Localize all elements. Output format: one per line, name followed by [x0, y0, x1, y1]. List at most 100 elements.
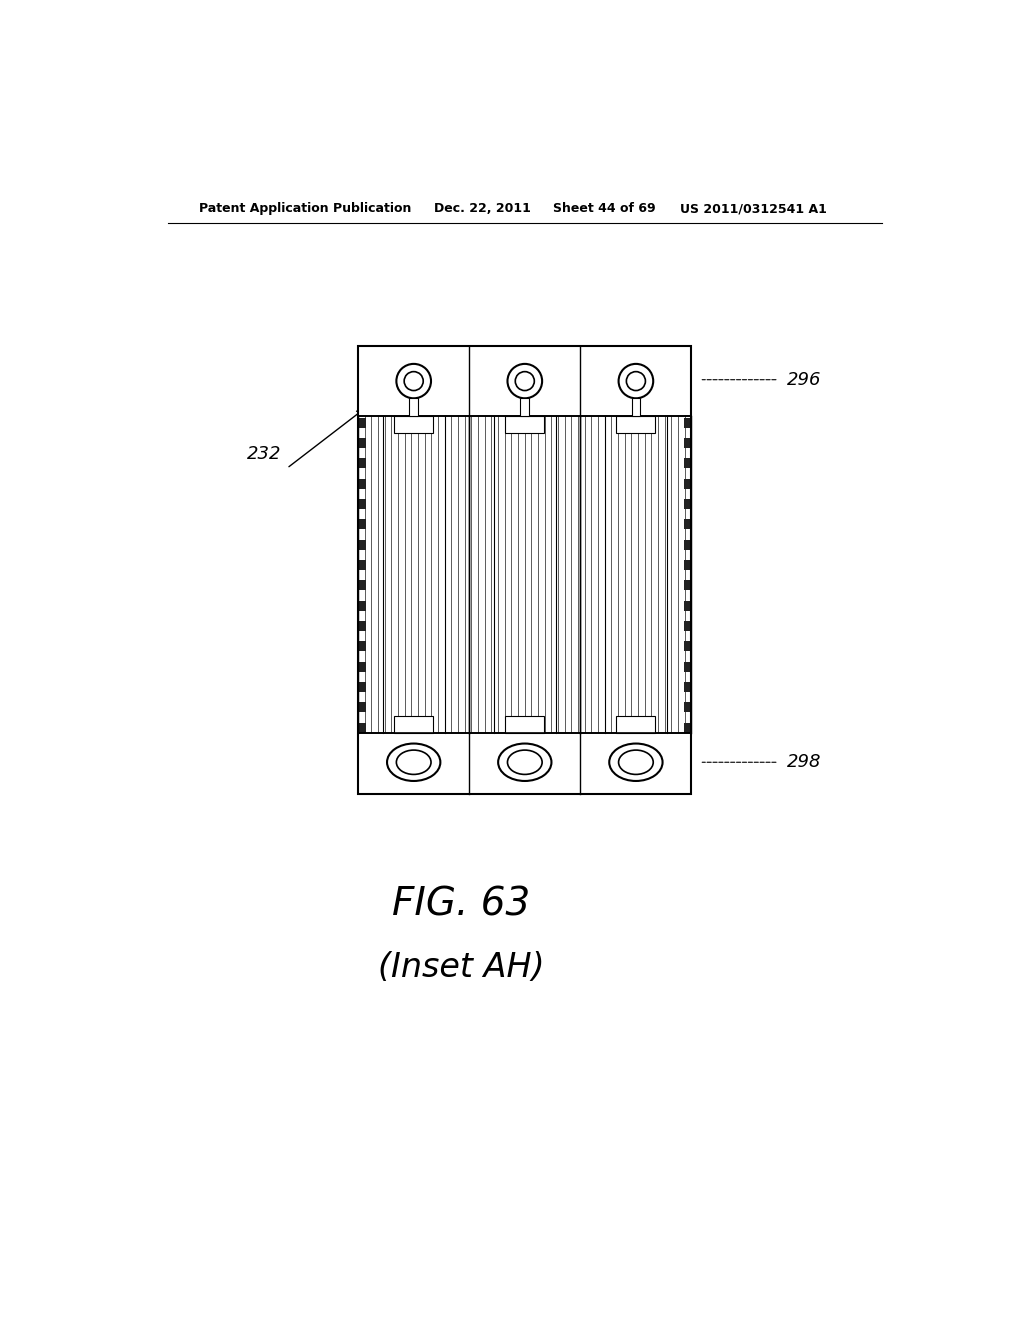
Bar: [684, 784, 691, 793]
Bar: [485, 784, 494, 793]
Bar: [632, 399, 640, 416]
Bar: [358, 540, 367, 549]
Bar: [358, 763, 367, 774]
Bar: [358, 416, 691, 734]
Bar: [581, 784, 589, 793]
Bar: [684, 356, 691, 367]
Bar: [358, 438, 367, 447]
Bar: [684, 601, 691, 611]
Bar: [684, 479, 691, 488]
Bar: [358, 734, 691, 793]
Bar: [517, 346, 524, 356]
Bar: [410, 399, 418, 416]
Bar: [684, 702, 691, 713]
Bar: [581, 346, 589, 356]
Bar: [612, 346, 621, 356]
Bar: [394, 416, 433, 433]
Ellipse shape: [618, 750, 653, 775]
Ellipse shape: [404, 372, 423, 391]
Bar: [358, 499, 367, 510]
Bar: [422, 346, 430, 356]
Bar: [517, 784, 524, 793]
Ellipse shape: [396, 750, 431, 775]
Bar: [406, 784, 414, 793]
Bar: [358, 356, 367, 367]
Bar: [684, 642, 691, 651]
Bar: [684, 417, 691, 428]
Bar: [374, 346, 382, 356]
Bar: [532, 784, 541, 793]
Bar: [612, 784, 621, 793]
Bar: [358, 346, 367, 356]
Bar: [358, 620, 367, 631]
Bar: [684, 378, 691, 387]
Bar: [506, 416, 544, 433]
Bar: [520, 399, 529, 416]
Bar: [469, 346, 477, 356]
Bar: [506, 715, 544, 734]
Bar: [628, 346, 636, 356]
Bar: [684, 763, 691, 774]
Bar: [358, 784, 367, 793]
Bar: [549, 784, 557, 793]
Bar: [437, 784, 445, 793]
Ellipse shape: [396, 364, 431, 399]
Ellipse shape: [627, 372, 645, 391]
Text: (Inset AH): (Inset AH): [378, 952, 545, 985]
Bar: [406, 346, 414, 356]
Bar: [684, 722, 691, 733]
Bar: [596, 346, 604, 356]
Bar: [358, 378, 367, 387]
Bar: [684, 620, 691, 631]
Text: Sheet 44 of 69: Sheet 44 of 69: [553, 202, 655, 215]
Bar: [684, 581, 691, 590]
Bar: [684, 397, 691, 408]
Bar: [549, 346, 557, 356]
Bar: [358, 682, 367, 692]
Bar: [422, 784, 430, 793]
Bar: [358, 560, 367, 570]
Bar: [684, 661, 691, 672]
Bar: [358, 601, 367, 611]
Bar: [616, 715, 655, 734]
Bar: [485, 346, 494, 356]
Ellipse shape: [508, 364, 542, 399]
Bar: [358, 346, 691, 416]
Bar: [454, 346, 461, 356]
Bar: [358, 519, 367, 529]
Bar: [684, 682, 691, 692]
Bar: [564, 346, 572, 356]
Bar: [684, 540, 691, 549]
Bar: [684, 438, 691, 447]
Ellipse shape: [618, 364, 653, 399]
Bar: [501, 784, 509, 793]
Bar: [684, 743, 691, 752]
Bar: [374, 784, 382, 793]
Bar: [596, 784, 604, 793]
Ellipse shape: [609, 743, 663, 781]
Text: 232: 232: [247, 445, 282, 463]
Bar: [358, 581, 367, 590]
Bar: [390, 346, 398, 356]
Bar: [628, 784, 636, 793]
Bar: [644, 346, 652, 356]
Bar: [684, 560, 691, 570]
Bar: [659, 784, 668, 793]
Bar: [358, 722, 367, 733]
Ellipse shape: [515, 372, 535, 391]
Bar: [358, 702, 367, 713]
Text: US 2011/0312541 A1: US 2011/0312541 A1: [680, 202, 826, 215]
Bar: [684, 458, 691, 469]
Bar: [501, 346, 509, 356]
Bar: [659, 346, 668, 356]
Ellipse shape: [508, 750, 542, 775]
Bar: [564, 784, 572, 793]
Text: 296: 296: [786, 371, 821, 388]
Bar: [469, 784, 477, 793]
Bar: [358, 479, 367, 488]
Text: Dec. 22, 2011: Dec. 22, 2011: [433, 202, 530, 215]
Bar: [532, 346, 541, 356]
Bar: [676, 784, 684, 793]
Bar: [390, 784, 398, 793]
Text: 298: 298: [786, 754, 821, 771]
